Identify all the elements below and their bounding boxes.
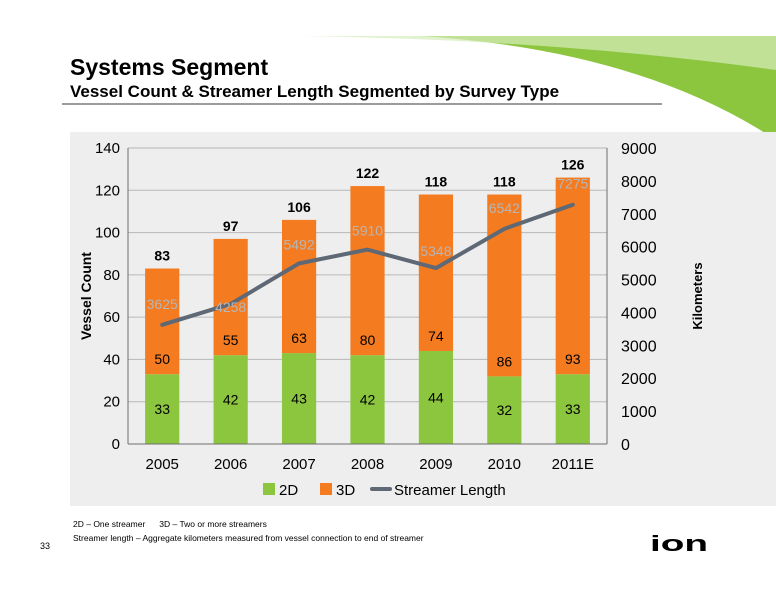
label-2d: 32 [497, 402, 513, 418]
bar-3d [418, 194, 454, 351]
y-tick-label: 80 [103, 267, 120, 284]
label-3d: 50 [154, 351, 170, 367]
x-tick-label: 2007 [282, 456, 315, 473]
title-rule [62, 103, 662, 105]
label-3d: 93 [565, 351, 581, 367]
label-streamer-length: 6542 [489, 200, 520, 216]
x-tick-label: 2006 [214, 456, 247, 473]
bar-2d [350, 355, 385, 444]
label-streamer-length: 5910 [352, 223, 383, 239]
legend-label-3d: 3D [336, 482, 355, 499]
label-3d: 86 [497, 353, 513, 369]
y2-tick-label: 6000 [621, 240, 657, 257]
bar-3d [350, 186, 385, 356]
label-total: 118 [493, 174, 516, 190]
bar-2d [418, 350, 454, 444]
bar-3d [281, 219, 317, 354]
legend-swatch-2d [263, 483, 275, 495]
label-streamer-length: 4258 [215, 299, 246, 315]
y2-tick-label: 1000 [621, 404, 657, 421]
label-total: 126 [561, 157, 585, 173]
y2-tick-label: 5000 [621, 273, 657, 290]
label-2d: 44 [428, 389, 444, 405]
label-2d: 42 [223, 392, 239, 408]
legend-label-2d: 2D [279, 482, 298, 499]
label-streamer-length: 5348 [420, 243, 451, 259]
x-tick-label: 2011E [552, 456, 594, 473]
legend-label-streamer-length: Streamer Length [394, 482, 506, 499]
y2-tick-label: 2000 [621, 371, 657, 388]
y-tick-label: 120 [95, 182, 120, 199]
label-3d: 74 [428, 328, 444, 344]
bar-2d [487, 376, 522, 444]
label-total: 97 [223, 218, 239, 234]
label-streamer-length: 7275 [557, 176, 588, 192]
footnotes: 2D – One streamer 3D – Two or more stream… [73, 517, 424, 545]
y-tick-label: 100 [95, 225, 120, 242]
label-2d: 33 [565, 401, 581, 417]
label-total: 83 [154, 248, 170, 264]
bar-2d [145, 374, 180, 444]
y-tick-label: 0 [112, 436, 120, 453]
y2-tick-label: 4000 [621, 305, 657, 322]
ion-logo-text: ion [650, 532, 708, 554]
y-axis-title: Vessel Count [78, 252, 94, 340]
streamer-length-line [160, 202, 575, 327]
footnote-2d: 2D – One streamer [73, 519, 146, 529]
page-title: Systems Segment [70, 54, 269, 80]
bar-2d [555, 374, 590, 444]
label-3d: 63 [291, 330, 307, 346]
footnote-streamer-length: Streamer length – Aggregate kilometers m… [73, 533, 424, 543]
y-tick-label: 140 [95, 140, 120, 157]
footnote-line-1: 2D – One streamer 3D – Two or more stream… [73, 517, 424, 531]
y2-axis-title: Kilometers [690, 262, 705, 329]
y2-tick-label: 7000 [621, 207, 657, 224]
y-tick-label: 60 [103, 309, 120, 326]
x-tick-label: 2008 [351, 456, 384, 473]
label-2d: 42 [360, 392, 376, 408]
footnote-3d: 3D – Two or more streamers [159, 519, 267, 529]
page-subtitle: Vessel Count & Streamer Length Segmented… [70, 82, 560, 101]
page-number: 33 [40, 541, 51, 551]
x-tick-label: 2005 [146, 456, 179, 473]
label-streamer-length: 3625 [147, 296, 178, 312]
label-total: 122 [356, 165, 380, 181]
bar-3d [487, 194, 522, 377]
bar-2d [281, 353, 317, 444]
y-tick-label: 20 [103, 394, 120, 411]
y2-tick-label: 3000 [621, 338, 657, 355]
bar-2d [213, 355, 248, 444]
y2-tick-label: 8000 [621, 174, 657, 191]
label-3d: 55 [223, 332, 239, 348]
label-3d: 80 [360, 332, 376, 348]
y2-tick-label: 9000 [621, 141, 657, 158]
ion-logo-icon: ion [650, 532, 708, 554]
label-total: 106 [287, 199, 311, 215]
label-2d: 33 [154, 401, 170, 417]
label-total: 118 [425, 174, 448, 190]
label-streamer-length: 5492 [283, 236, 314, 252]
y2-tick-label: 0 [621, 437, 630, 454]
legend-swatch-3d [320, 483, 332, 495]
label-2d: 43 [291, 391, 307, 407]
x-tick-label: 2009 [419, 456, 452, 473]
y-tick-label: 40 [103, 351, 120, 368]
x-tick-label: 2010 [488, 456, 521, 473]
